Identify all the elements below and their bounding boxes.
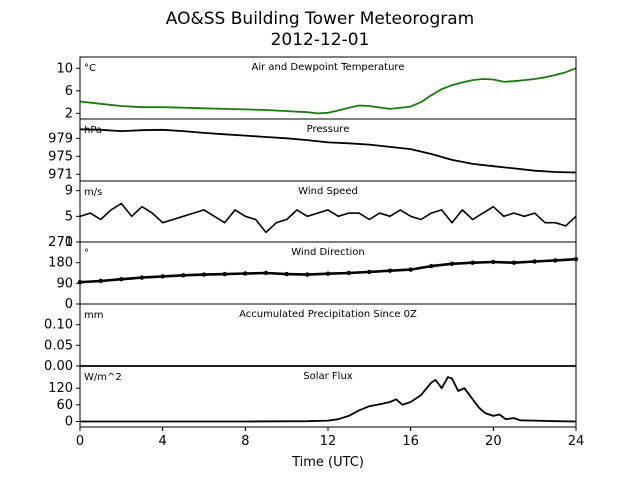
precipitation-title: Accumulated Precipitation Since 0Z: [239, 309, 417, 320]
solar_flux-unit-label: W/m^2: [84, 372, 122, 383]
temperature-unit-label: °C: [84, 63, 96, 74]
wind_direction-point-16: [408, 267, 413, 272]
wind_direction-point-23: [553, 258, 558, 263]
pressure-ytick-label-2: 979: [48, 131, 73, 146]
temperature-ytick-label-2: 10: [56, 61, 73, 76]
x-axis: 0 4 8 12 16 20 24: [76, 434, 584, 449]
x-tick-label-4: 16: [402, 434, 419, 449]
wind_direction-ytick-label-3: 270: [48, 235, 73, 250]
x-tick-label-6: 24: [568, 434, 585, 449]
wind_speed-unit-label: m/s: [84, 187, 102, 198]
solar_flux-ytick-label-0: 0: [65, 414, 73, 429]
temperature-series-0: [79, 67, 577, 115]
wind_direction-point-2: [119, 277, 124, 282]
pressure-ytick-label-1: 975: [48, 149, 73, 164]
precipitation-ytick-label-0: 0.00: [44, 359, 73, 374]
pressure-unit-label: hPa: [84, 125, 102, 136]
wind_direction-point-9: [263, 270, 269, 276]
panel-wind_speed: 1 5 9 m/s Wind Speed: [65, 180, 577, 250]
wind_direction-ytick-label-0: 0: [65, 297, 73, 312]
wind_direction-point-8: [243, 271, 248, 276]
wind_direction-point-1: [98, 278, 103, 284]
precipitation-unit-label: mm: [84, 310, 103, 321]
solar_flux-series-0: [80, 376, 577, 423]
wind_direction-point-22: [532, 259, 537, 264]
temperature-title: Air and Dewpoint Temperature: [252, 62, 405, 73]
wind_direction-point-20: [491, 259, 496, 265]
x-tick-label-1: 4: [159, 434, 167, 449]
pressure-ytick-label-0: 971: [48, 167, 73, 182]
wind_direction-point-14: [367, 269, 372, 275]
wind_direction-point-17: [429, 263, 434, 269]
wind_direction-point-4: [160, 274, 165, 279]
wind_direction-point-12: [325, 271, 331, 276]
wind_direction-point-11: [305, 272, 310, 277]
wind_direction-point-21: [511, 260, 517, 265]
wind_direction-point-7: [222, 271, 227, 277]
figure-subtitle: 2012-12-01: [271, 30, 370, 50]
wind_speed-title: Wind Speed: [298, 186, 358, 197]
x-tick-label-3: 12: [320, 434, 337, 449]
wind_direction-point-10: [284, 271, 289, 277]
precipitation-ytick-label-1: 0.05: [44, 338, 73, 353]
temperature-ytick-label-1: 6: [65, 84, 73, 99]
wind_direction-point-19: [470, 260, 475, 265]
figure-title: AO&SS Building Tower Meteorogram: [166, 9, 474, 29]
temperature-ytick-label-0: 2: [65, 106, 73, 121]
panel-precipitation: 0.00 0.05 0.10 mm Accumulated Precipitation …: [44, 303, 577, 374]
panel-temperature: 2 6 10 °C Air and Dewpoint Temperature: [56, 56, 577, 121]
panel-solar_flux: 060 120 W/m^2 Solar Flux: [48, 365, 577, 431]
wind_direction-series-0: [79, 257, 577, 284]
solar_flux-title: Solar Flux: [303, 371, 353, 382]
x-tick-label-2: 8: [241, 434, 249, 449]
wind_direction-unit-label: °: [84, 248, 89, 259]
wind_speed-ytick-label-2: 9: [65, 184, 73, 199]
solar_flux-ytick-label-2: 120: [48, 381, 73, 396]
wind_direction-point-15: [387, 268, 393, 273]
wind_speed-ytick-label-0: 1: [65, 235, 73, 250]
x-tick-label-0: 0: [76, 434, 84, 449]
precipitation-ytick-label-2: 0.10: [44, 318, 73, 333]
wind_direction-point-13: [346, 270, 351, 276]
solar_flux-ytick-label-1: 60: [56, 398, 73, 413]
wind_direction-point-18: [449, 261, 455, 266]
x-axis-label: Time (UTC): [291, 455, 364, 470]
wind_direction-point-6: [201, 272, 207, 277]
wind_direction-point-3: [139, 275, 145, 280]
panel-pressure: 971 975 979 hPa Pressure: [48, 118, 577, 182]
pressure-series-0: [79, 128, 577, 174]
pressure-title: Pressure: [307, 124, 350, 135]
x-tick-label-5: 20: [485, 434, 502, 449]
wind_direction-ytick-label-2: 180: [48, 256, 73, 271]
wind_direction-point-5: [181, 273, 186, 278]
wind_speed-series-0: [79, 202, 577, 234]
wind_direction-title: Wind Direction: [291, 247, 365, 258]
wind_speed-ytick-label-1: 5: [65, 209, 73, 224]
panel-wind_direction: 0 90 180 270 ° Wind Direction: [48, 235, 579, 312]
wind_direction-ytick-label-1: 90: [56, 276, 73, 291]
